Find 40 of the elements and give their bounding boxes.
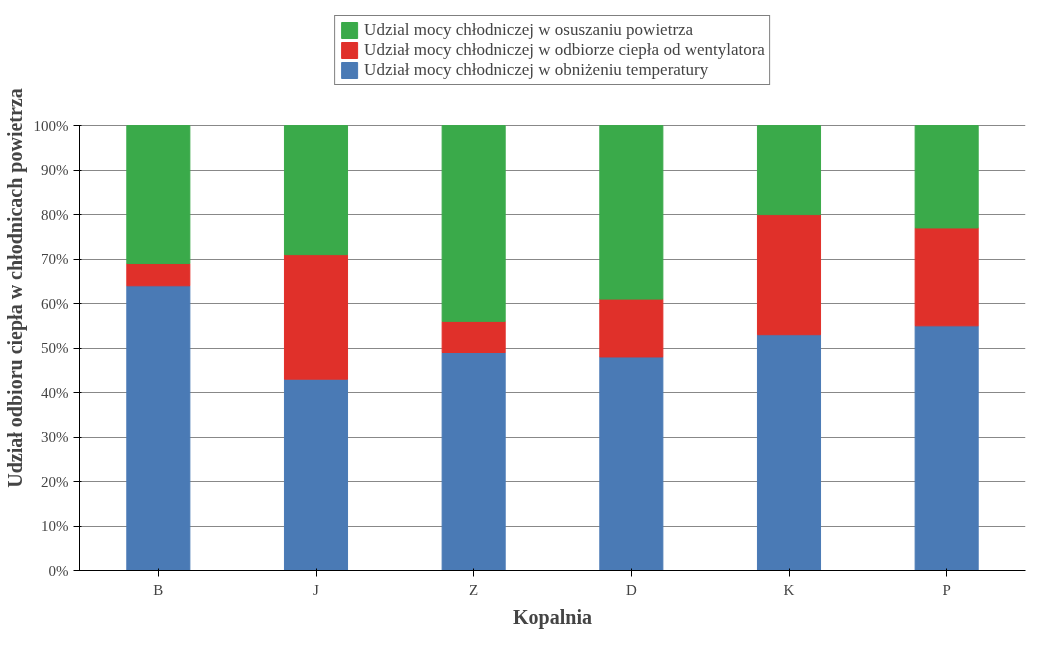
bar — [441, 125, 506, 322]
x-tick-label: P — [942, 581, 951, 598]
x-tick-label: J — [313, 581, 320, 598]
y-tick-label: 20% — [41, 473, 69, 490]
x-tick-label: Z — [469, 581, 479, 598]
x-axis-title: Kopalnia — [513, 605, 592, 629]
y-tick-label: 70% — [41, 251, 69, 268]
bar — [441, 352, 506, 571]
bar — [126, 125, 191, 265]
y-axis-title: Udział odbioru ciepła w chłodnicach powietrza — [3, 88, 27, 488]
y-tick-label: 90% — [41, 162, 69, 179]
bar — [756, 334, 822, 571]
bar — [599, 356, 664, 571]
bar — [599, 125, 664, 300]
bar — [126, 263, 191, 287]
legend-label: Udział mocy chłodniczej w odbiorze ciepła od wentylatora — [364, 40, 765, 60]
bar — [914, 227, 979, 327]
y-tick-label: 100% — [33, 117, 69, 134]
y-tick-label: 0% — [48, 562, 69, 579]
bar — [914, 125, 979, 229]
y-tick-label: 10% — [41, 518, 69, 535]
bar — [283, 378, 349, 571]
x-tick-label: D — [625, 581, 637, 598]
bar — [914, 325, 979, 571]
y-tick-label: 80% — [41, 206, 69, 223]
bar — [126, 285, 191, 571]
bar — [599, 298, 664, 358]
bar — [283, 254, 349, 380]
y-tick-label: 30% — [41, 429, 69, 446]
y-tick-label: 50% — [41, 340, 69, 357]
bar — [283, 125, 349, 256]
bar — [756, 214, 822, 336]
x-tick-label: K — [783, 581, 795, 598]
legend-label: Udzial mocy chłodniczej w osuszaniu powietrza — [364, 20, 694, 40]
x-tick-label: B — [153, 581, 164, 598]
bar — [441, 320, 506, 354]
bar — [756, 125, 822, 216]
legend-label: Udział mocy chłodniczej w obniżeniu temperatury — [364, 60, 709, 80]
y-tick-label: 60% — [41, 295, 69, 312]
y-tick-label: 40% — [41, 384, 69, 401]
